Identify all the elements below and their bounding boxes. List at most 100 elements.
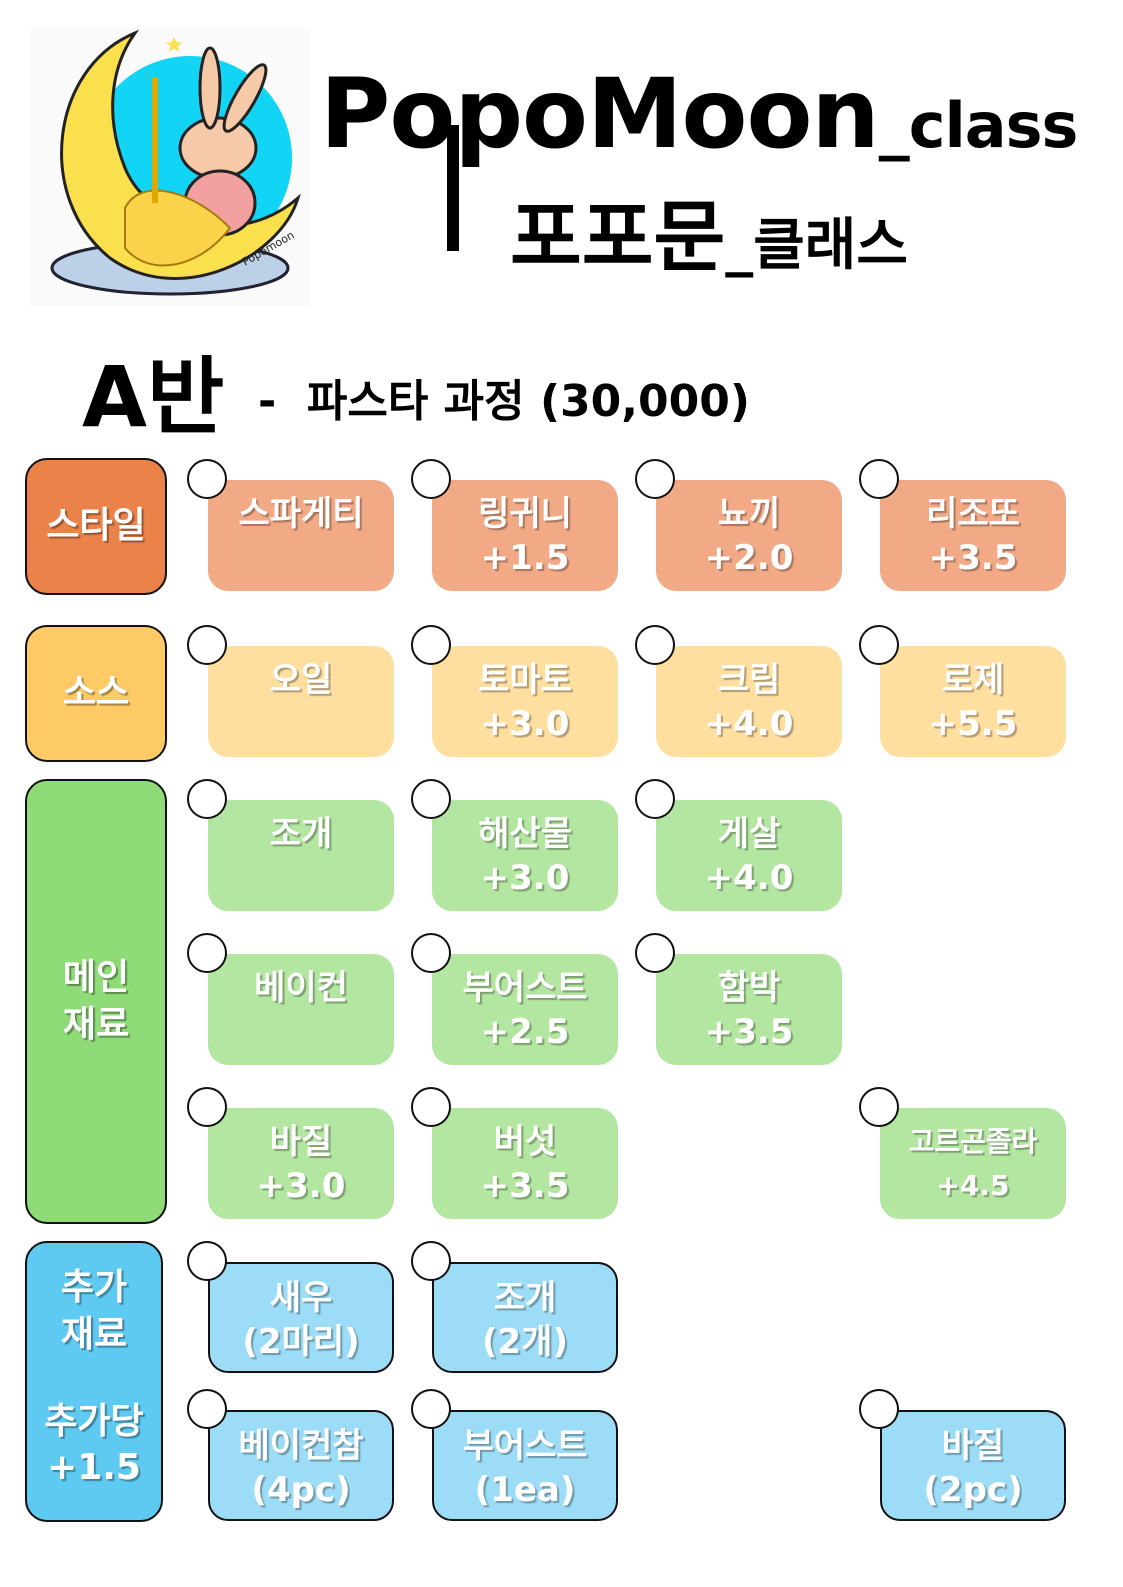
option-name: 크림 — [717, 660, 781, 700]
checkbox-circle[interactable] — [635, 779, 675, 819]
per-extra-price: +1.5 — [47, 1447, 141, 1489]
category-extra: 추가 재료 추가당 +1.5 — [25, 1241, 163, 1522]
brand-title-ko-suffix: _클래스 — [725, 213, 908, 278]
option-main[interactable]: 고르곤졸라 +4.5 — [880, 1108, 1066, 1219]
checkbox-circle[interactable] — [411, 933, 451, 973]
category-label: 스타일 — [46, 505, 146, 547]
option-name: 바질 — [269, 1122, 333, 1162]
checkbox-circle[interactable] — [859, 1087, 899, 1127]
checkbox-circle[interactable] — [187, 1087, 227, 1127]
separator: - — [258, 376, 277, 427]
option-style[interactable]: 스파게티 — [208, 480, 394, 591]
option-name: 게살 — [717, 814, 781, 854]
option-price: +3.5 — [704, 1012, 794, 1052]
brand-title-en-main: PopoMoon — [320, 58, 880, 170]
option-quantity: (2마리) — [242, 1322, 360, 1362]
option-extra[interactable]: 바질 (2pc) — [880, 1410, 1066, 1521]
brand-title-en-suffix: _class — [878, 89, 1079, 162]
checkbox-circle[interactable] — [411, 779, 451, 819]
checkbox-circle[interactable] — [187, 1241, 227, 1281]
checkbox-circle[interactable] — [187, 779, 227, 819]
option-main[interactable]: 부어스트 +2.5 — [432, 954, 618, 1065]
option-main[interactable]: 함박 +3.5 — [656, 954, 842, 1065]
checkbox-circle[interactable] — [187, 625, 227, 665]
option-price: +2.0 — [704, 538, 794, 578]
option-name: 조개 — [269, 814, 333, 854]
option-price: +5.5 — [928, 704, 1018, 744]
category-label: 재료 — [60, 1313, 128, 1355]
option-main[interactable]: 게살 +4.0 — [656, 800, 842, 911]
title-divider-bar — [447, 125, 459, 251]
checkbox-circle[interactable] — [859, 459, 899, 499]
option-style[interactable]: 링귀니 +1.5 — [432, 480, 618, 591]
checkbox-circle[interactable] — [635, 625, 675, 665]
option-main[interactable]: 버섯 +3.5 — [432, 1108, 618, 1219]
option-name: 리조또 — [926, 494, 1020, 534]
category-style: 스타일 — [25, 458, 167, 595]
checkbox-circle[interactable] — [411, 459, 451, 499]
option-sauce[interactable]: 토마토 +3.0 — [432, 646, 618, 757]
category-sauce: 소스 — [25, 625, 167, 762]
option-style[interactable]: 뇨끼 +2.0 — [656, 480, 842, 591]
brand-title-ko: 포포문_클래스 — [510, 175, 908, 287]
option-sauce[interactable]: 로제 +5.5 — [880, 646, 1066, 757]
option-main[interactable]: 해산물 +3.0 — [432, 800, 618, 911]
checkbox-circle[interactable] — [187, 1389, 227, 1429]
per-extra-label: 추가당 — [44, 1400, 144, 1442]
option-main[interactable]: 조개 — [208, 800, 394, 911]
option-name: 바질 — [941, 1426, 1005, 1466]
option-quantity: (4pc) — [251, 1470, 351, 1510]
option-name: 로제 — [941, 660, 1005, 700]
option-main[interactable]: 베이컨 — [208, 954, 394, 1065]
class-name: A반 — [82, 348, 225, 446]
option-name: 스파게티 — [238, 494, 364, 534]
option-quantity: (1ea) — [474, 1470, 576, 1510]
brand-title-en: PopoMoon_class — [320, 58, 1079, 170]
option-price: +4.0 — [704, 858, 794, 898]
checkbox-circle[interactable] — [411, 1241, 451, 1281]
checkbox-circle[interactable] — [635, 459, 675, 499]
option-price: +3.5 — [928, 538, 1018, 578]
checkbox-circle[interactable] — [859, 1389, 899, 1429]
option-name: 베이컨참 — [238, 1426, 364, 1466]
checkbox-circle[interactable] — [187, 459, 227, 499]
option-sauce[interactable]: 오일 — [208, 646, 394, 757]
rabbit-moon-logo: Popomoon — [30, 28, 310, 306]
category-label: 소스 — [62, 672, 130, 714]
option-name: 조개 — [493, 1278, 557, 1318]
option-name: 부어스트 — [462, 968, 588, 1008]
option-price: +1.5 — [480, 538, 570, 578]
category-label: 메인 — [62, 956, 130, 998]
checkbox-circle[interactable] — [859, 625, 899, 665]
option-price: +4.5 — [936, 1169, 1010, 1202]
category-label: 추가 — [60, 1267, 128, 1308]
checkbox-circle[interactable] — [411, 625, 451, 665]
checkbox-circle[interactable] — [411, 1087, 451, 1127]
checkbox-circle[interactable] — [187, 933, 227, 973]
option-main[interactable]: 바질 +3.0 — [208, 1108, 394, 1219]
brand-title-ko-main: 포포문 — [510, 193, 726, 283]
option-extra[interactable]: 새우 (2마리) — [208, 1262, 394, 1373]
option-name: 새우 — [269, 1278, 333, 1318]
option-name: 버섯 — [493, 1122, 557, 1162]
option-sauce[interactable]: 크림 +4.0 — [656, 646, 842, 757]
checkbox-circle[interactable] — [411, 1389, 451, 1429]
option-name: 고르곤졸라 — [908, 1125, 1038, 1158]
option-quantity: (2pc) — [923, 1470, 1023, 1510]
option-price: +4.0 — [704, 704, 794, 744]
option-price: +3.0 — [480, 704, 570, 744]
option-style[interactable]: 리조또 +3.5 — [880, 480, 1066, 591]
option-price: +3.5 — [480, 1166, 570, 1206]
option-name: 토마토 — [478, 660, 572, 700]
option-extra[interactable]: 베이컨참 (4pc) — [208, 1410, 394, 1521]
checkbox-circle[interactable] — [635, 933, 675, 973]
category-label: 재료 — [62, 1003, 130, 1045]
option-price: +3.0 — [480, 858, 570, 898]
option-name: 부어스트 — [462, 1426, 588, 1466]
course-description: - 파스타 과정 (30,000) — [258, 365, 750, 429]
option-name: 링귀니 — [478, 494, 572, 534]
option-extra[interactable]: 조개 (2개) — [432, 1262, 618, 1373]
option-extra[interactable]: 부어스트 (1ea) — [432, 1410, 618, 1521]
